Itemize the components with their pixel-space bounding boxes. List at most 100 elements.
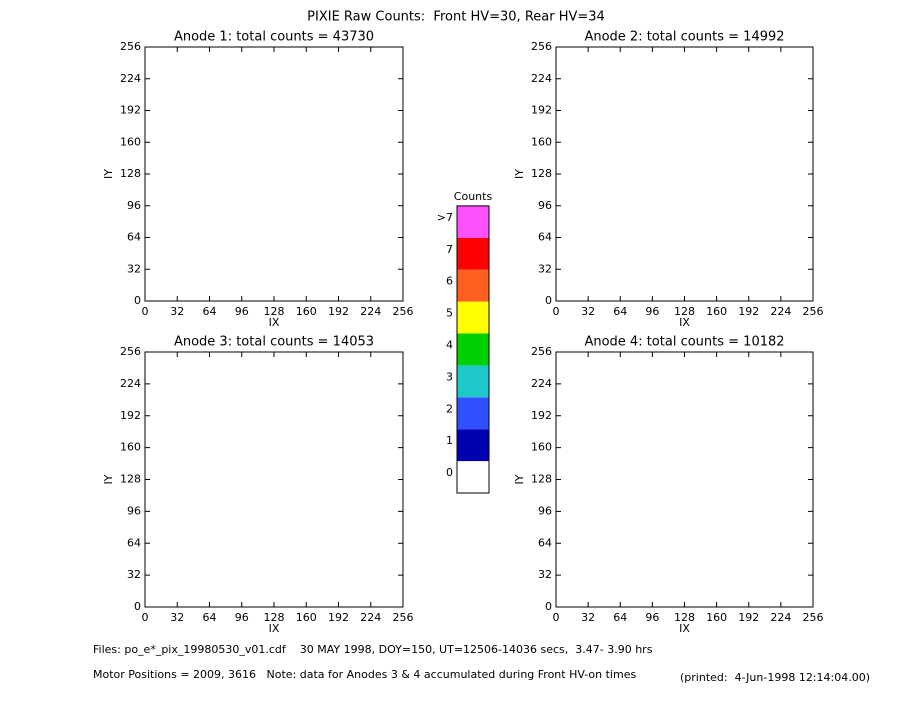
y-axis-label: IY bbox=[513, 474, 526, 484]
panel-title: Anode 4: total counts = 10182 bbox=[584, 335, 784, 350]
x-tick-label: 256 bbox=[803, 611, 824, 624]
y-tick-label: 32 bbox=[127, 568, 141, 581]
x-tick-label: 64 bbox=[203, 305, 217, 318]
y-tick-label: 0 bbox=[545, 294, 552, 307]
footer-motor: Motor Positions = 2009, 3616 Note: data … bbox=[93, 668, 636, 681]
x-axis-label: IX bbox=[269, 622, 280, 635]
colorbar-swatch bbox=[457, 461, 489, 493]
colorbar-swatch bbox=[457, 397, 489, 430]
y-tick-label: 96 bbox=[127, 504, 141, 517]
y-tick-label: 64 bbox=[538, 231, 552, 244]
y-tick-label: 256 bbox=[120, 345, 141, 358]
x-tick-label: 32 bbox=[581, 611, 595, 624]
panel-title: Anode 2: total counts = 14992 bbox=[584, 30, 784, 45]
colorbar-swatch bbox=[457, 365, 489, 398]
x-tick-label: 64 bbox=[613, 305, 627, 318]
y-tick-label: 160 bbox=[531, 135, 552, 148]
y-tick-label: 32 bbox=[538, 568, 552, 581]
x-tick-label: 160 bbox=[296, 611, 317, 624]
colorbar-swatch bbox=[457, 333, 489, 366]
colorbar-swatch bbox=[457, 237, 489, 270]
x-tick-label: 32 bbox=[581, 305, 595, 318]
x-tick-label: 0 bbox=[142, 305, 149, 318]
colorbar-swatch bbox=[457, 301, 489, 334]
y-axis-label: IY bbox=[102, 474, 115, 484]
y-tick-label: 192 bbox=[120, 409, 141, 422]
colorbar-label: 1 bbox=[446, 434, 453, 447]
colorbar-label: 4 bbox=[446, 338, 453, 351]
footer-files: Files: po_e*_pix_19980530_v01.cdf 30 MAY… bbox=[93, 643, 653, 656]
y-tick-label: 256 bbox=[120, 40, 141, 53]
y-tick-label: 160 bbox=[120, 135, 141, 148]
y-tick-label: 192 bbox=[120, 104, 141, 117]
x-tick-label: 96 bbox=[235, 611, 249, 624]
y-tick-label: 224 bbox=[120, 377, 141, 390]
y-tick-label: 192 bbox=[531, 104, 552, 117]
colorbar-frame bbox=[456, 205, 490, 494]
x-tick-label: 224 bbox=[360, 305, 381, 318]
x-tick-label: 128 bbox=[264, 611, 285, 624]
colorbar-label: 5 bbox=[446, 307, 453, 320]
y-tick-label: 96 bbox=[538, 504, 552, 517]
x-tick-label: 64 bbox=[203, 611, 217, 624]
y-axis-label: IY bbox=[513, 169, 526, 179]
x-tick-label: 64 bbox=[613, 611, 627, 624]
panel-title: Anode 1: total counts = 43730 bbox=[174, 30, 374, 45]
x-tick-label: 192 bbox=[328, 611, 349, 624]
footer-printed: (printed: 4-Jun-1998 12:14:04.00) bbox=[680, 671, 870, 684]
x-tick-label: 256 bbox=[393, 305, 414, 318]
y-tick-label: 224 bbox=[531, 377, 552, 390]
colorbar-label: 0 bbox=[446, 466, 453, 479]
colorbar-title: Counts bbox=[454, 190, 493, 203]
x-tick-label: 224 bbox=[770, 611, 791, 624]
x-tick-label: 128 bbox=[674, 305, 695, 318]
y-tick-label: 128 bbox=[120, 167, 141, 180]
x-tick-label: 160 bbox=[706, 305, 727, 318]
x-tick-label: 192 bbox=[738, 305, 759, 318]
colorbar-label: 6 bbox=[446, 275, 453, 288]
x-tick-label: 32 bbox=[170, 611, 184, 624]
y-tick-label: 192 bbox=[531, 409, 552, 422]
colorbar-label: 3 bbox=[446, 370, 453, 383]
colorbar-label: 7 bbox=[446, 243, 453, 256]
x-tick-label: 128 bbox=[674, 611, 695, 624]
x-tick-label: 0 bbox=[553, 611, 560, 624]
y-tick-label: 224 bbox=[531, 72, 552, 85]
y-tick-label: 64 bbox=[127, 536, 141, 549]
y-tick-label: 128 bbox=[531, 473, 552, 486]
colorbar-label: 2 bbox=[446, 402, 453, 415]
x-tick-label: 224 bbox=[360, 611, 381, 624]
x-tick-label: 160 bbox=[706, 611, 727, 624]
x-axis-label: IX bbox=[679, 316, 690, 329]
x-tick-label: 32 bbox=[170, 305, 184, 318]
x-axis-label: IX bbox=[269, 316, 280, 329]
colorbar-swatch bbox=[457, 269, 489, 302]
x-axis-label: IX bbox=[679, 622, 690, 635]
y-tick-label: 32 bbox=[127, 262, 141, 275]
page-title: PIXIE Raw Counts: Front HV=30, Rear HV=3… bbox=[307, 10, 605, 25]
x-tick-label: 0 bbox=[553, 305, 560, 318]
colorbar-label: >7 bbox=[437, 211, 453, 224]
y-tick-label: 64 bbox=[127, 231, 141, 244]
x-tick-label: 192 bbox=[738, 611, 759, 624]
x-tick-label: 128 bbox=[264, 305, 285, 318]
x-tick-label: 96 bbox=[235, 305, 249, 318]
x-tick-label: 224 bbox=[770, 305, 791, 318]
y-tick-label: 0 bbox=[545, 600, 552, 613]
y-tick-label: 128 bbox=[531, 167, 552, 180]
y-tick-label: 224 bbox=[120, 72, 141, 85]
colorbar-swatch bbox=[457, 205, 489, 238]
y-tick-label: 256 bbox=[531, 40, 552, 53]
x-tick-label: 256 bbox=[393, 611, 414, 624]
y-tick-label: 0 bbox=[134, 600, 141, 613]
x-tick-label: 96 bbox=[645, 611, 659, 624]
y-tick-label: 64 bbox=[538, 536, 552, 549]
y-tick-label: 96 bbox=[538, 199, 552, 212]
x-tick-label: 96 bbox=[645, 305, 659, 318]
y-tick-label: 0 bbox=[134, 294, 141, 307]
x-tick-label: 192 bbox=[328, 305, 349, 318]
y-axis-label: IY bbox=[102, 169, 115, 179]
y-tick-label: 160 bbox=[120, 441, 141, 454]
x-tick-label: 0 bbox=[142, 611, 149, 624]
